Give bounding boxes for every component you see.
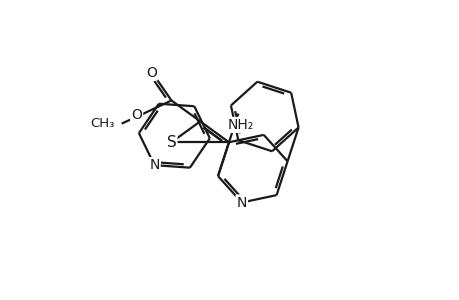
Text: NH₂: NH₂ <box>227 118 253 132</box>
Text: N: N <box>236 196 246 209</box>
Text: O: O <box>131 108 142 122</box>
Text: O: O <box>146 66 157 80</box>
Text: N: N <box>149 158 159 172</box>
Text: CH₃: CH₃ <box>90 117 115 130</box>
Text: S: S <box>166 135 176 150</box>
